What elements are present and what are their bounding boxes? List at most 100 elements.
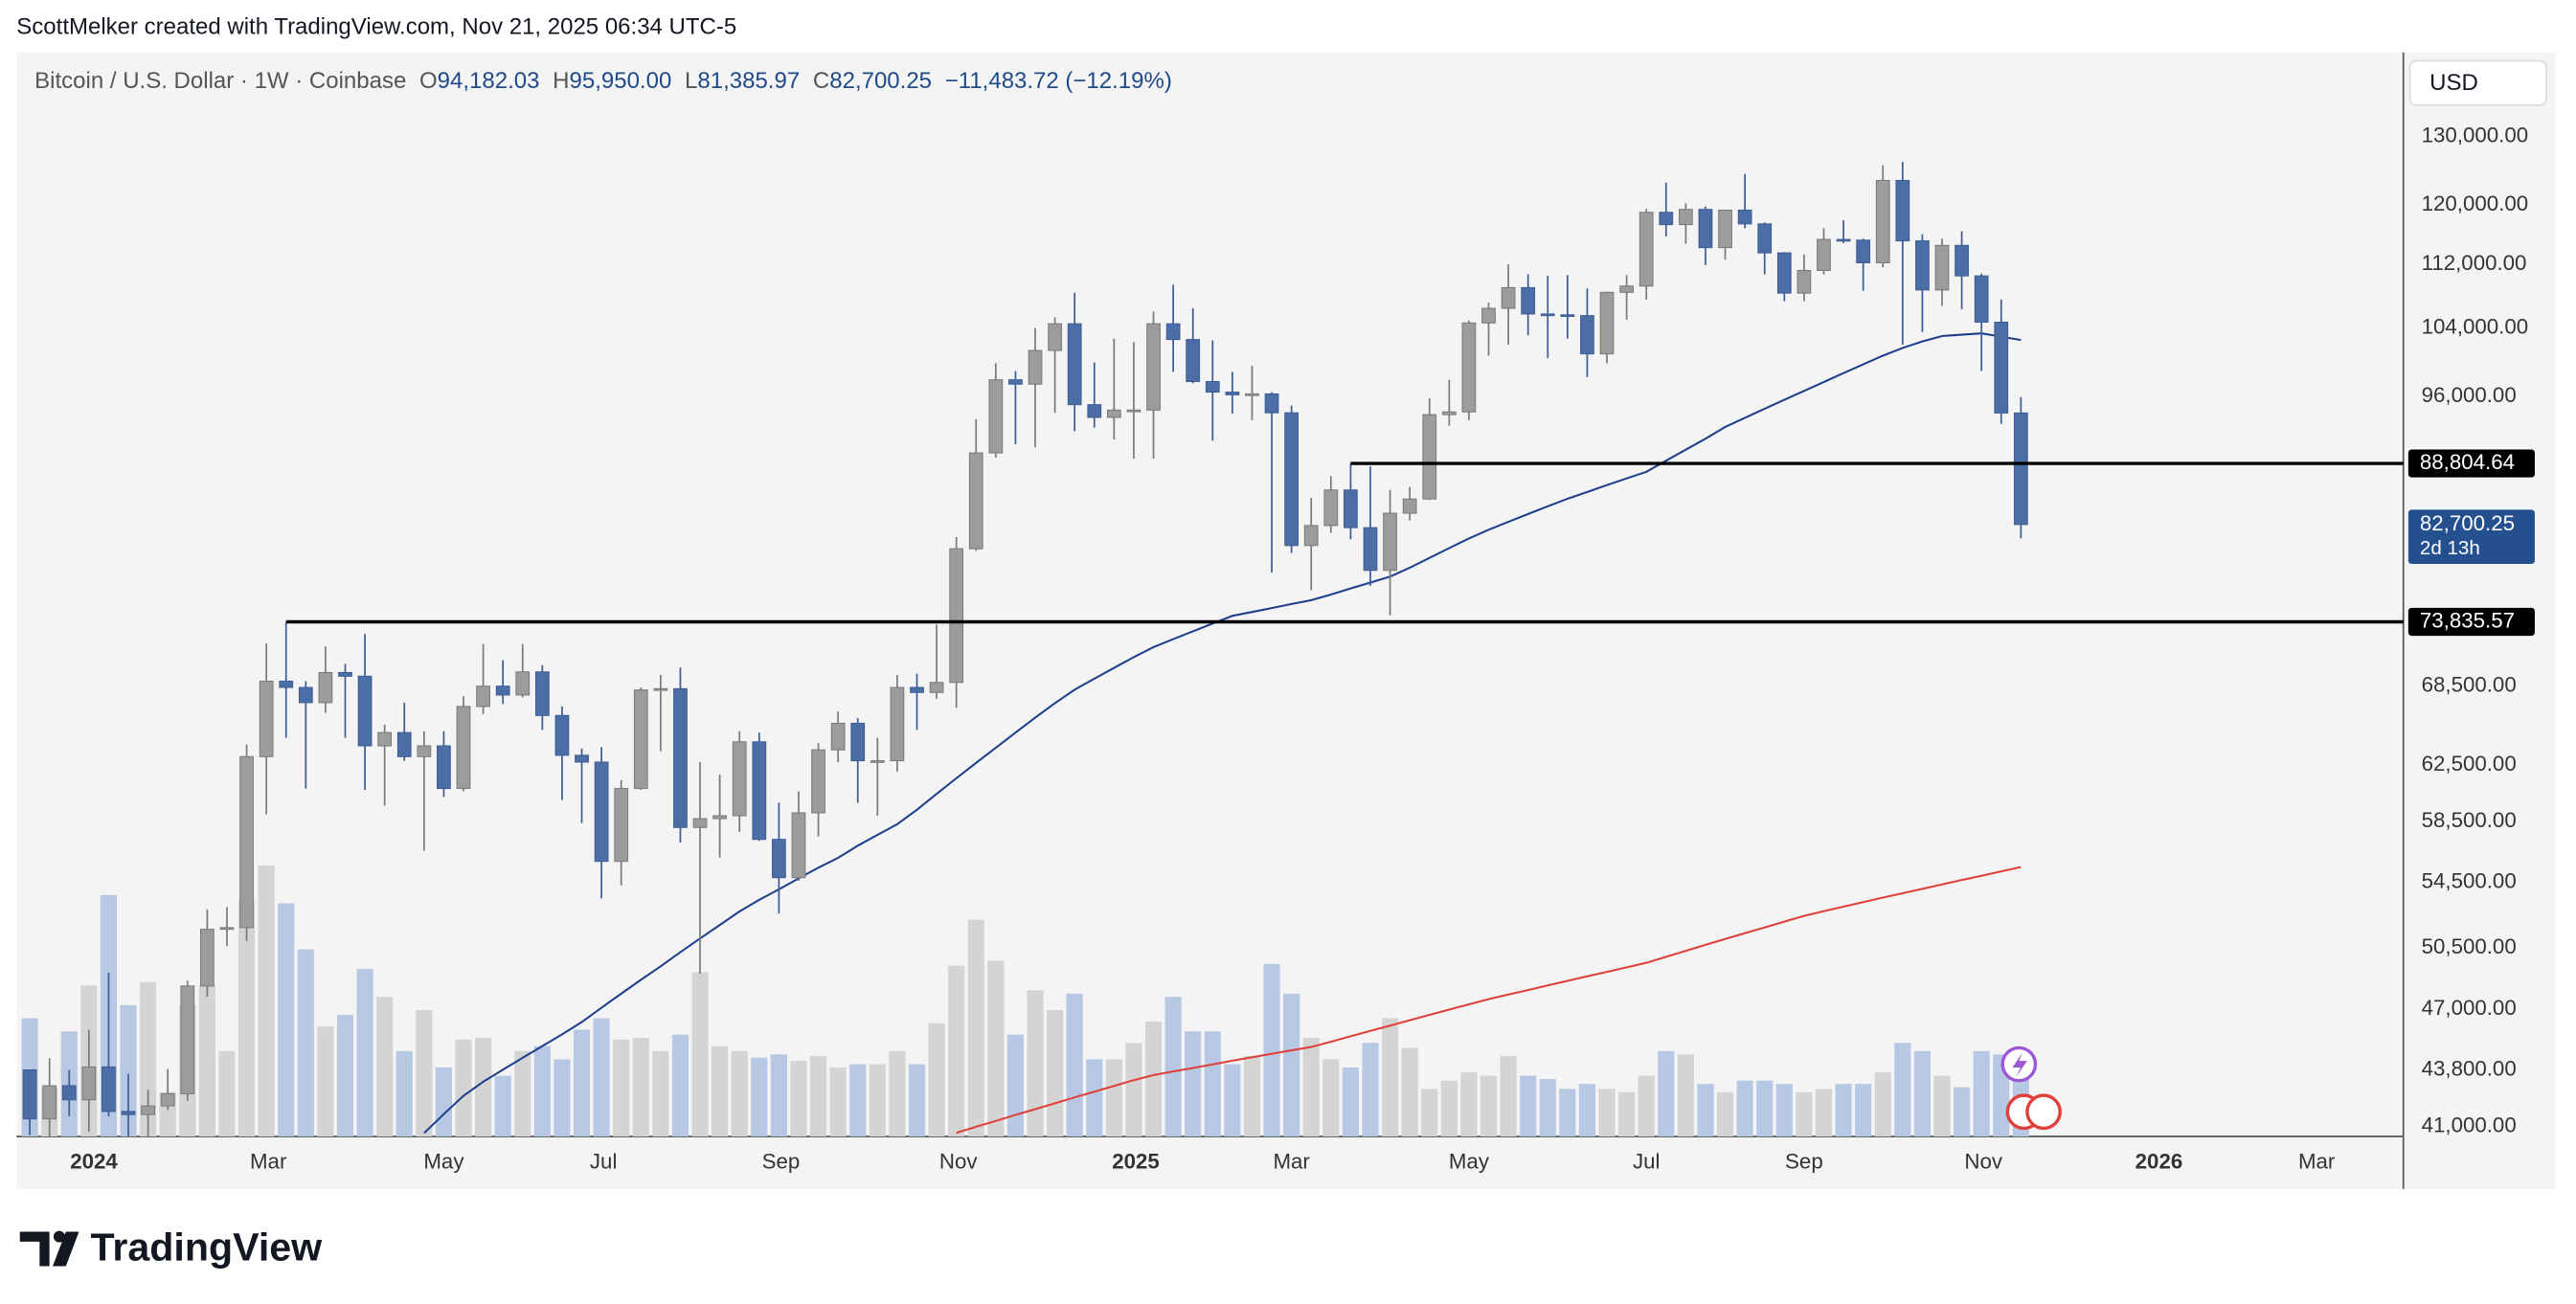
candle-body [1540,313,1555,317]
volume-bar [1894,1043,1911,1137]
candle-body [1737,209,1752,225]
volume-bar [613,1039,630,1137]
candle-body [850,722,866,762]
brand-logo [19,1230,79,1267]
volume-bar [1283,993,1300,1137]
volume-bar [218,1050,236,1137]
volume-bar [297,949,314,1137]
volume-bar [652,1050,669,1137]
candle-body [1186,339,1201,383]
candle-body [1106,409,1121,418]
volume-bar [1658,1050,1675,1137]
logo-mark [53,1230,65,1243]
volume-bar [1342,1067,1359,1137]
volume-bar [1913,1050,1931,1137]
candle-body [476,686,490,708]
volume-bar [1736,1080,1753,1137]
volume-bar [278,903,295,1137]
candle-body [42,1085,57,1120]
volume-bar [1125,1043,1142,1137]
ohlc-label: C [813,68,829,94]
candle-body [1245,393,1259,396]
volume-bar [1164,997,1182,1137]
y-tick-label: 43,800.00 [2422,1056,2517,1080]
y-tick-label: 62,500.00 [2422,752,2517,776]
candle-body [61,1085,77,1101]
candle-body [811,749,825,814]
economic-event-icon[interactable] [2025,1093,2062,1131]
candle-body [988,379,1004,454]
candle-body [949,548,964,684]
y-tick-label: 50,500.00 [2422,934,2517,958]
event-icon-bolt [2012,1052,2027,1078]
volume-bar [1954,1087,1971,1137]
candle-body [1146,323,1161,411]
candle-body [968,452,983,550]
volume-bar [1362,1043,1379,1137]
candle-body [1856,239,1871,263]
candle-body [1087,404,1102,418]
candle-body [653,687,668,691]
volume-bar [751,1057,768,1137]
candle-body [1521,286,1536,315]
volume-bar [494,1075,511,1137]
volume-bar [395,1050,413,1137]
price-label: 88,804.64 [2420,450,2515,474]
volume-bar [1933,1075,1951,1137]
candle-body [259,680,274,757]
y-tick-label: 104,000.00 [2422,314,2529,338]
candle-body [1580,315,1594,355]
candle-body [1441,411,1457,416]
candle-body [357,675,373,747]
brand-name: TradingView [90,1225,323,1269]
volume-bar [948,965,965,1137]
volume-bar [1520,1075,1537,1137]
candle-body [1659,212,1674,226]
volume-bar [1500,1055,1517,1137]
volume-bar [889,1050,906,1137]
candle-body [1461,322,1477,413]
volume-bar [1796,1091,1813,1137]
x-tick-label: Mar [250,1149,287,1173]
ohlc-value: 81,385.97 [697,68,800,94]
currency-box[interactable] [2408,59,2547,106]
ohlc-value: 94,182.03 [438,68,540,94]
volume-bar [1598,1089,1616,1137]
volume-bar [1756,1080,1774,1137]
candle-body [1836,238,1851,242]
volume-bar [1440,1080,1457,1137]
volume-bar [712,1045,729,1137]
volume-bar [258,865,275,1137]
candle-body [1067,323,1082,406]
candle-body [338,671,352,677]
candle-body [1796,269,1812,294]
y-tick-label: 120,000.00 [2422,191,2529,215]
candle-body [1915,240,1930,291]
volume-bar [1204,1031,1221,1137]
candle-body [1323,489,1339,527]
volume-bar [1382,1018,1399,1137]
candle-body [534,671,550,716]
volume-bar [1066,993,1083,1137]
candle-body [1303,525,1319,547]
candle-body [1994,321,2009,414]
symbol-title: Bitcoin / U.S. Dollar · 1W · Coinbase [34,68,406,94]
volume-bar [908,1064,926,1137]
candle-body [1028,349,1043,385]
volume-bar [731,1050,748,1137]
x-tick-label: Sep [762,1149,801,1173]
price-label-box [2407,449,2535,478]
candle-body [870,760,885,763]
volume-bar [1480,1075,1498,1137]
volume-bar [593,1018,610,1137]
candle-body [1638,212,1654,287]
volume-bar [1243,1055,1261,1137]
candle-body [1481,307,1496,324]
volume-bar [1302,1038,1320,1137]
volume-bar [1775,1084,1793,1137]
y-tick-label: 54,500.00 [2422,869,2517,893]
volume-bar [554,1059,571,1137]
logo-mark [19,1231,50,1267]
volume-bar [691,972,709,1137]
